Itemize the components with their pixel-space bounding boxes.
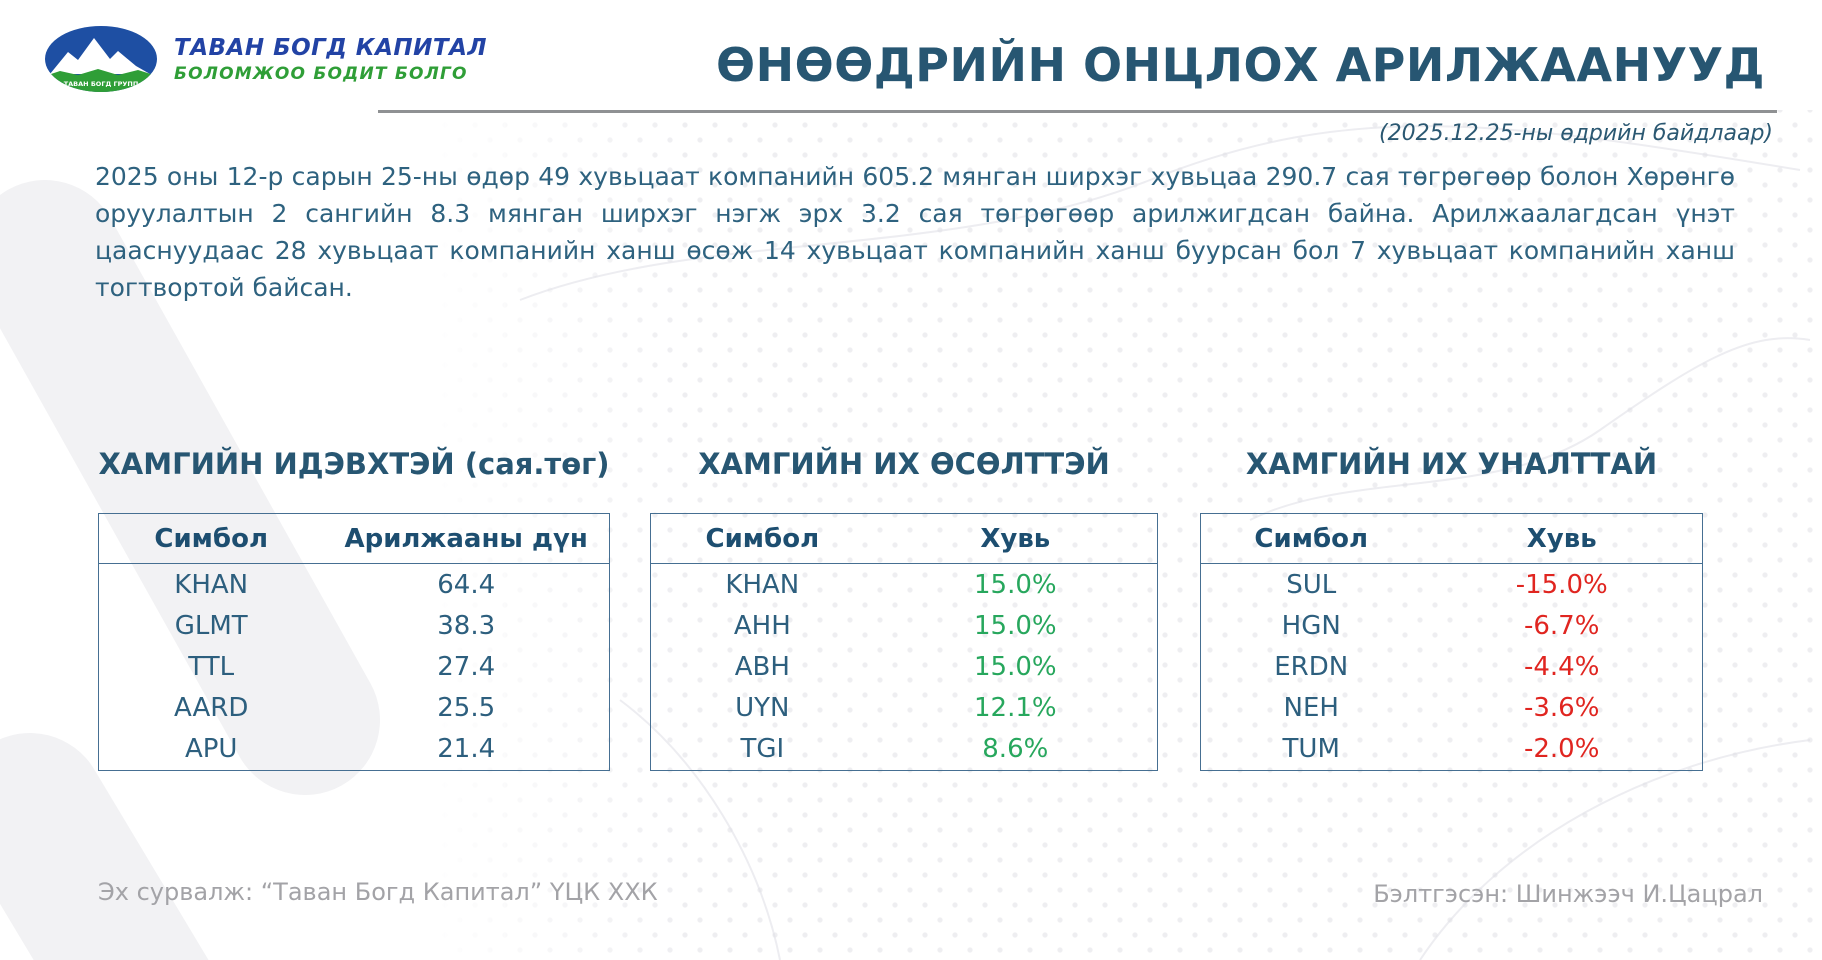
trade-value: 27.4 [437, 652, 496, 682]
table-header-row: Симбол Хувь [1201, 514, 1702, 564]
percent-change: -6.7% [1523, 610, 1600, 641]
table-header-row: Симбол Арилжааны дүн [99, 514, 609, 564]
prepared-by-note: Бэлтгэсэн: Шинжээч И.Цацрал [1373, 880, 1763, 908]
emblem-text: ТАВАН БОГД ГРУПП [64, 80, 139, 88]
table-body: KHAN 15.0% AHH 15.0% ABH 15.0% UYN 12.1% TGI… [651, 564, 1157, 770]
column-header-value: Арилжааны дүн [344, 523, 588, 554]
ticker-symbol: GLMT [174, 610, 248, 641]
source-note: Эх сурвалж: “Таван Богд Капитал” ҮЦК ХХК [98, 878, 658, 906]
trade-value: 25.5 [437, 693, 496, 724]
percent-change: 12.1% [974, 693, 1057, 724]
table-row: TUM -2.0% [1201, 729, 1702, 770]
ticker-symbol: AARD [174, 693, 249, 724]
ticker-symbol: ABH [734, 652, 790, 682]
table-row: GLMT 38.3 [99, 605, 609, 646]
market-summary-paragraph: 2025 оны 12-р сарын 25-ны өдөр 49 хувьца… [95, 162, 1735, 302]
table-body: SUL -15.0% HGN -6.7% ERDN -4.4% NEH -3.6% TU… [1201, 564, 1702, 770]
percent-change: -2.0% [1523, 734, 1600, 765]
trade-value: 64.4 [437, 569, 496, 600]
trade-value: 38.3 [437, 610, 496, 641]
trade-value: 21.4 [437, 734, 496, 765]
table-header-row: Симбол Хувь [651, 514, 1157, 564]
logo-name: ТАВАН БОГД КАПИТАЛ [174, 34, 487, 61]
percent-change: 15.0% [974, 569, 1057, 600]
ticker-symbol: HGN [1281, 610, 1341, 641]
table-row: KHAN 15.0% [651, 564, 1157, 605]
top-gainers-title: ХАМГИЙН ИХ ӨСӨЛТТЭЙ [698, 447, 1110, 481]
percent-change: 15.0% [974, 610, 1057, 641]
column-header-symbol: Симбол [1254, 523, 1369, 554]
top-losers-title: ХАМГИЙН ИХ УНАЛТТАЙ [1245, 447, 1658, 481]
table-row: TTL 27.4 [99, 646, 609, 687]
ticker-symbol: TGI [740, 734, 785, 765]
table-row: AHH 15.0% [651, 605, 1157, 646]
background-map-dots [430, 110, 1822, 960]
ticker-symbol: TTL [188, 652, 235, 682]
percent-change: -3.6% [1523, 693, 1600, 724]
report-date: (2025.12.25-ны өдрийн байдлаар) [1379, 121, 1773, 146]
percent-change: 15.0% [974, 652, 1057, 682]
table-row: APU 21.4 [99, 729, 609, 770]
column-header-percent: Хувь [1526, 523, 1597, 554]
ticker-symbol: ERDN [1274, 652, 1349, 682]
logo-wordmark: ТАВАН БОГД КАПИТАЛ БОЛОМЖОО БОДИТ БОЛГО [174, 35, 487, 84]
table-row: SUL -15.0% [1201, 564, 1702, 605]
table-row: KHAN 64.4 [99, 564, 609, 605]
most-active-title: ХАМГИЙН ИДЭВХТЭЙ (сая.төг) [98, 447, 610, 481]
ticker-symbol: KHAN [174, 569, 249, 600]
table-row: HGN -6.7% [1201, 605, 1702, 646]
ticker-symbol: SUL [1286, 569, 1337, 600]
table-row: TGI 8.6% [651, 729, 1157, 770]
table-row: NEH -3.6% [1201, 688, 1702, 729]
ticker-symbol: UYN [735, 693, 790, 724]
percent-change: 8.6% [982, 734, 1049, 765]
most-active-table: Симбол Арилжааны дүн KHAN 64.4 GLMT 38.3 T… [98, 513, 610, 771]
table-row: ABH 15.0% [651, 646, 1157, 687]
percent-change: -15.0% [1515, 569, 1608, 600]
page-title: ӨНӨӨДРИЙН ОНЦЛОХ АРИЛЖААНУУД [716, 38, 1765, 92]
table-body: KHAN 64.4 GLMT 38.3 TTL 27.4 AARD 25.5 APU 21… [99, 564, 609, 770]
ticker-symbol: AHH [733, 610, 791, 641]
percent-change: -4.4% [1523, 652, 1600, 682]
logo-slogan: БОЛОМЖОО БОДИТ БОЛГО [174, 63, 468, 84]
column-header-symbol: Симбол [705, 523, 820, 554]
top-losers-table: Симбол Хувь SUL -15.0% HGN -6.7% ERDN -4.4%… [1200, 513, 1703, 771]
column-header-symbol: Симбол [154, 523, 268, 554]
table-row: AARD 25.5 [99, 688, 609, 729]
mountain-emblem-icon: ТАВАН БОГД ГРУПП [45, 26, 157, 92]
ticker-symbol: NEH [1283, 693, 1339, 724]
table-row: ERDN -4.4% [1201, 646, 1702, 687]
column-header-percent: Хувь [980, 523, 1051, 554]
ticker-symbol: APU [184, 734, 238, 765]
ticker-symbol: TUM [1282, 734, 1340, 765]
table-row: UYN 12.1% [651, 688, 1157, 729]
title-divider [378, 110, 1777, 113]
company-logo: ТАВАН БОГД ГРУПП ТАВАН БОГД КАПИТАЛ БОЛО… [42, 24, 487, 94]
ticker-symbol: KHAN [725, 569, 800, 600]
top-gainers-table: Симбол Хувь KHAN 15.0% AHH 15.0% ABH 15.0% … [650, 513, 1158, 771]
